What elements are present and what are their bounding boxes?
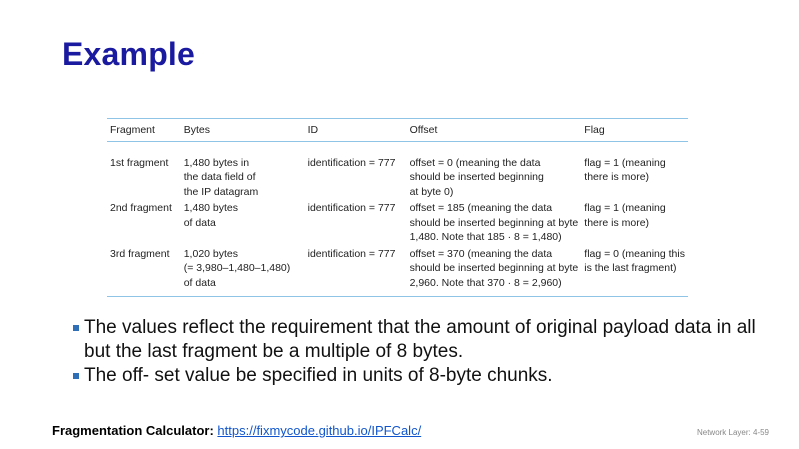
cell-line: identification = 777 bbox=[307, 202, 396, 214]
cell-line: offset = 185 (meaning the data bbox=[409, 202, 553, 214]
cell-line: of data bbox=[183, 216, 216, 229]
table-header-row: Fragment Bytes ID Offset Flag bbox=[107, 118, 688, 142]
cell-fragment: 3rd fragment bbox=[107, 244, 181, 297]
header-fragment: Fragment bbox=[107, 118, 181, 142]
square-bullet-icon bbox=[73, 325, 79, 331]
cell-bytes: 1,480 bytes of data bbox=[181, 199, 305, 245]
cell-line: should be inserted beginning at byte bbox=[409, 262, 579, 274]
calculator-link[interactable]: https://fixmycode.github.io/IPFCalc/ bbox=[217, 423, 422, 438]
cell-bytes: 1,020 bytes (= 3,980–1,480–1,480) of data bbox=[180, 244, 305, 297]
cell-line: identification = 777 bbox=[307, 247, 396, 260]
cell-offset: offset = 0 (meaning the data should be in… bbox=[407, 141, 582, 199]
cell-id: identification = 777 bbox=[305, 141, 407, 199]
cell-line: 1,020 bytes bbox=[183, 247, 239, 260]
bullet-text: The values reflect the requirement that … bbox=[84, 317, 756, 362]
cell-line: there is more) bbox=[584, 216, 650, 229]
cell-line: identification = 777 bbox=[307, 156, 396, 169]
bullet-text: The off- set value be specified in units… bbox=[84, 365, 553, 386]
cell-line: 1st fragment bbox=[110, 156, 169, 169]
cell-line: offset = 370 (meaning the data bbox=[409, 247, 553, 260]
footer-label: Fragmentation Calculator: bbox=[52, 423, 214, 438]
cell-line: there is more) bbox=[584, 171, 650, 183]
table-body: 1st fragment 1,480 bytes in the data field… bbox=[107, 141, 688, 297]
table-row: 2nd fragment 1,480 bytes of data identifica… bbox=[107, 199, 688, 245]
footer: Fragmentation Calculator: https://fixmyc… bbox=[52, 423, 421, 438]
table-row: 1st fragment 1,480 bytes in the data field… bbox=[107, 141, 688, 199]
cell-line: is the last fragment) bbox=[584, 262, 677, 274]
header-bytes: Bytes bbox=[180, 118, 305, 142]
bullet-item: The values reflect the requirement that … bbox=[70, 316, 770, 364]
cell-line: offset = 0 (meaning the data bbox=[409, 156, 541, 169]
cell-flag: flag = 1 (meaning there is more) bbox=[581, 141, 688, 199]
cell-line: 2nd fragment bbox=[110, 202, 172, 214]
header-flag: Flag bbox=[581, 118, 688, 142]
cell-flag: flag = 1 (meaning there is more) bbox=[581, 199, 688, 245]
cell-offset: offset = 370 (meaning the data should be … bbox=[406, 244, 582, 297]
page-number: Network Layer: 4-59 bbox=[696, 428, 769, 437]
cell-line: flag = 1 (meaning bbox=[584, 156, 666, 169]
cell-bytes: 1,480 bytes in the data field of the IP da… bbox=[181, 141, 305, 199]
cell-fragment: 1st fragment bbox=[107, 141, 181, 199]
cell-line: 3rd fragment bbox=[110, 247, 170, 260]
header-offset: Offset bbox=[406, 118, 582, 142]
fragment-table: Fragment Bytes ID Offset Flag 1st fragme… bbox=[107, 118, 688, 297]
cell-offset: offset = 185 (meaning the data should be … bbox=[407, 199, 582, 245]
cell-line: 2,960. Note that 370 · 8 = 2,960) bbox=[409, 276, 562, 289]
cell-line: of data bbox=[183, 276, 216, 289]
bullet-item: The off- set value be specified in units… bbox=[70, 364, 770, 388]
square-bullet-icon bbox=[73, 373, 79, 379]
header-id: ID bbox=[304, 118, 407, 142]
table-row: 3rd fragment 1,020 bytes (= 3,980–1,480–1,… bbox=[107, 244, 688, 297]
cell-line: the data field of bbox=[183, 171, 256, 183]
cell-line: 1,480 bytes bbox=[183, 202, 239, 214]
cell-line: the IP datagram bbox=[183, 185, 259, 198]
cell-line: should be inserted beginning at byte bbox=[409, 216, 579, 229]
cell-id: identification = 777 bbox=[305, 199, 407, 245]
slide-title: Example bbox=[62, 36, 196, 72]
cell-fragment: 2nd fragment bbox=[107, 199, 181, 245]
cell-line: flag = 1 (meaning bbox=[584, 202, 666, 214]
cell-line: (= 3,980–1,480–1,480) bbox=[183, 262, 291, 274]
cell-id: identification = 777 bbox=[304, 244, 407, 297]
cell-flag: flag = 0 (meaning this is the last fragme… bbox=[581, 244, 688, 297]
cell-line: 1,480. Note that 185 · 8 = 1,480) bbox=[409, 231, 562, 243]
cell-line: 1,480 bytes in bbox=[183, 156, 250, 169]
cell-line: flag = 0 (meaning this bbox=[584, 247, 685, 260]
cell-line: should be inserted beginning bbox=[409, 171, 544, 183]
bullet-list: The values reflect the requirement that … bbox=[70, 316, 770, 388]
cell-line: at byte 0) bbox=[409, 185, 454, 198]
fragment-table-container: Fragment Bytes ID Offset Flag 1st fragme… bbox=[107, 118, 688, 297]
